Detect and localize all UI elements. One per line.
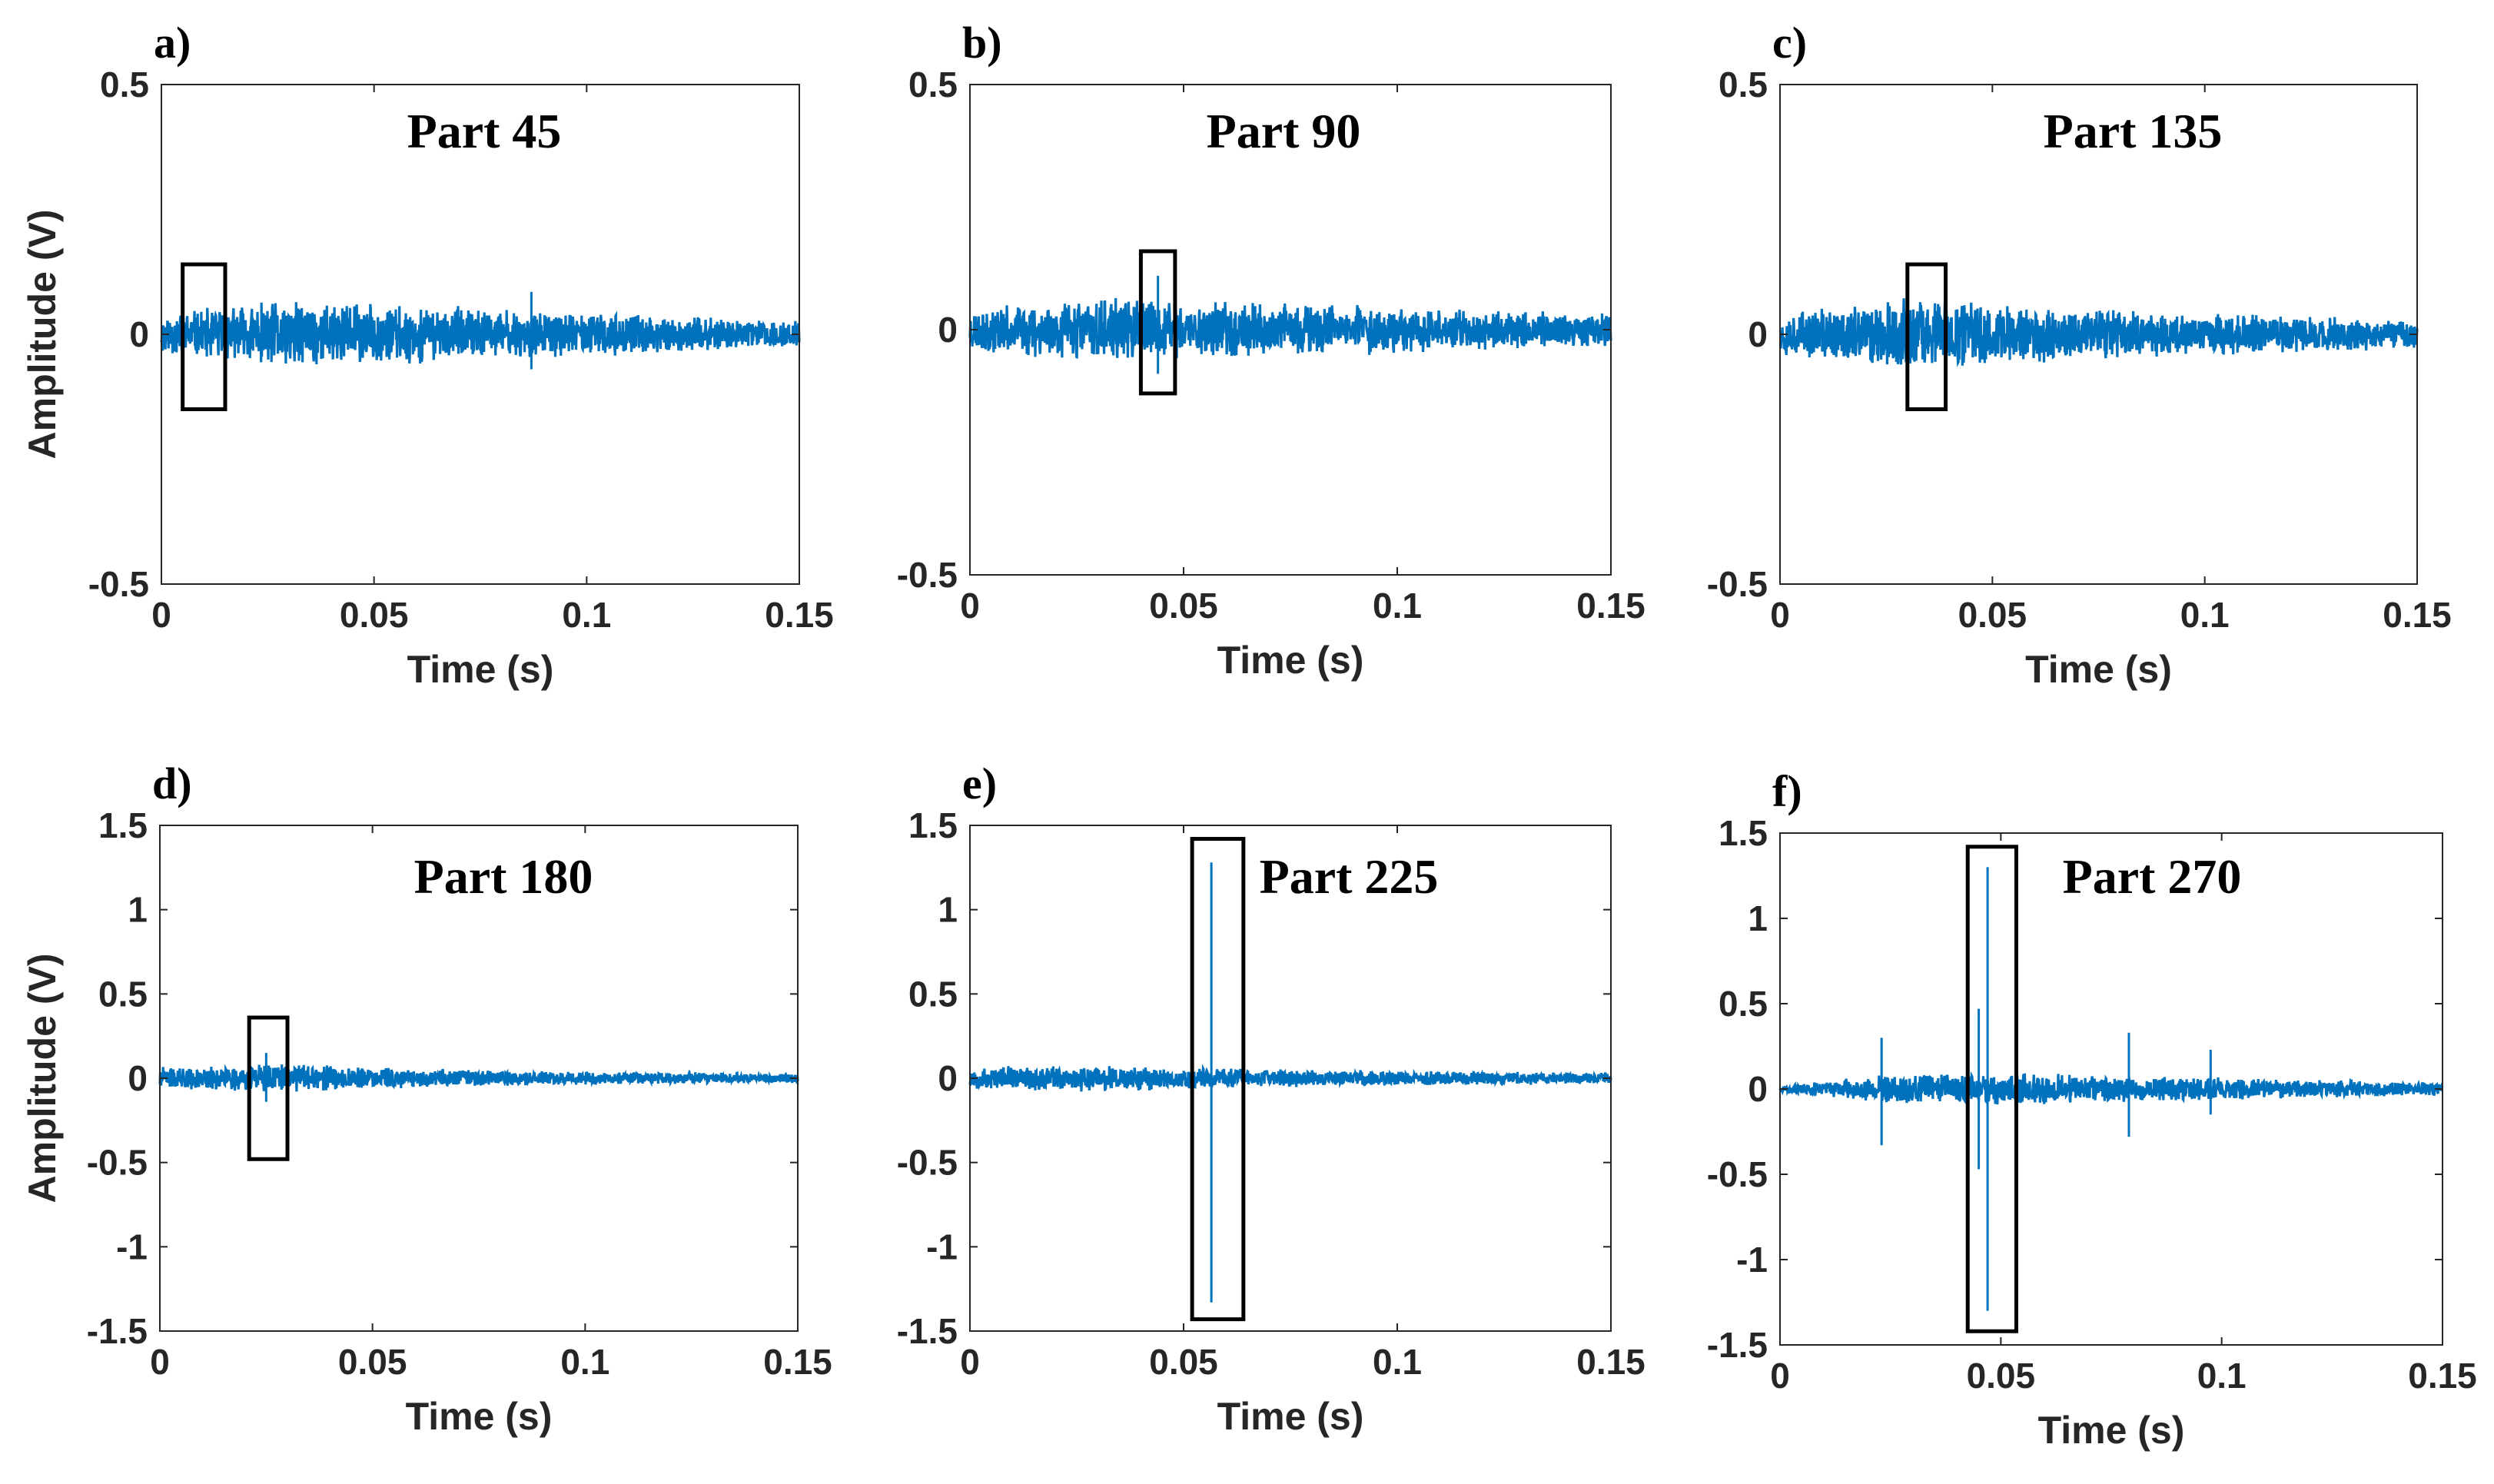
y-tick-label: -0.5 (897, 555, 958, 595)
panel-f: 0 0.05 0.1 0.15 -1.5 -1 -0.5 0 0.5 1 1.5 Time (s) f)… (1707, 766, 2477, 1452)
y-tick-label: 0 (128, 1058, 148, 1098)
x-tick-label: 0.15 (763, 1342, 832, 1382)
y-tick-label: 0.5 (908, 65, 958, 105)
panel-title: Part 90 (1207, 104, 1361, 158)
highlight-box (181, 262, 227, 411)
y-tick-label: 0.5 (98, 974, 148, 1014)
y-tick-label: 0 (1748, 314, 1768, 354)
x-tick-label: 0.15 (1576, 586, 1646, 626)
highlight-box (1190, 837, 1246, 1322)
x-tick-label: 0.05 (1149, 1342, 1218, 1382)
y-tick-label: 1 (128, 890, 148, 930)
x-tick-label: 0 (960, 1342, 980, 1382)
highlight-box (1965, 845, 2018, 1333)
x-tick-label: 0.1 (560, 1342, 609, 1382)
signal-trace (1778, 1071, 2444, 1105)
x-tick-label: 0 (150, 1342, 170, 1382)
x-tick-label: 0.1 (2180, 595, 2230, 635)
y-tick-label: -1 (1736, 1240, 1768, 1280)
y-tick-label: 1.5 (908, 805, 958, 845)
x-tick-label: 0.05 (1958, 595, 2027, 635)
y-tick-label: -0.5 (1707, 1154, 1768, 1194)
y-tick-label: 0.5 (1719, 65, 1768, 105)
panel-title: Part 270 (2063, 849, 2242, 904)
highlight-box (1905, 262, 1948, 411)
highlight-box (1138, 249, 1177, 396)
x-tick-label: 0.15 (2383, 595, 2452, 635)
x-tick-label: 0.1 (2197, 1356, 2247, 1396)
signal-trace (158, 1064, 799, 1092)
y-tick-label: -0.5 (897, 1143, 958, 1183)
y-tick-label: 0 (1748, 1069, 1768, 1109)
panel-label: d) (152, 759, 192, 808)
x-tick-label: 0.15 (1576, 1342, 1646, 1382)
highlight-box (247, 1015, 290, 1161)
signal-trace (160, 302, 801, 365)
panel-label: c) (1772, 18, 1807, 68)
x-tick-label: 0.05 (338, 1342, 407, 1382)
x-tick-label: 0.15 (2408, 1356, 2477, 1396)
panel-e: 0 0.05 0.1 0.15 -1.5 -1 -0.5 0 0.5 1 1.5 Time (s) e)… (897, 759, 1646, 1438)
x-axis-label: Time (s) (2025, 648, 2172, 691)
x-axis-label: Time (s) (1217, 639, 1364, 682)
x-tick-label: 0.05 (1149, 586, 1218, 626)
y-tick-label: 0.5 (100, 65, 149, 105)
panel-title: Part 180 (414, 849, 593, 904)
panel-title: Part 225 (1260, 849, 1439, 904)
y-tick-label: 0.5 (908, 974, 958, 1014)
x-tick-label: 0.05 (1967, 1356, 2036, 1396)
x-tick-label: 0.1 (562, 595, 611, 635)
panel-label: f) (1772, 766, 1802, 816)
y-tick-label: 1.5 (1719, 813, 1768, 853)
y-tick-label: 1.5 (98, 805, 148, 845)
y-tick-label: 0 (938, 1058, 958, 1098)
x-axis-label: Time (s) (1217, 1395, 1364, 1438)
y-tick-label: -0.5 (88, 564, 149, 604)
panel-label: b) (962, 18, 1002, 68)
y-tick-label: -1 (116, 1227, 148, 1267)
x-tick-label: 0.15 (765, 595, 834, 635)
x-axis-label: Time (s) (406, 1395, 553, 1438)
y-tick-label: -1.5 (87, 1311, 148, 1351)
panel-title: Part 135 (2044, 104, 2223, 158)
panel-label: e) (962, 759, 997, 808)
y-tick-label: -0.5 (87, 1143, 148, 1183)
y-axis-label: Amplitude (V) (21, 954, 64, 1203)
y-tick-label: 1 (1748, 898, 1768, 938)
x-tick-label: 0.05 (340, 595, 409, 635)
panel-d: 0 0.05 0.1 0.15 -1.5 -1 -0.5 0 0.5 1 1.5 Time (s) Am… (21, 759, 832, 1438)
x-tick-label: 0 (1770, 1356, 1790, 1396)
panel-title: Part 45 (407, 104, 562, 158)
y-tick-label: -1.5 (897, 1311, 958, 1351)
y-tick-label: 0.5 (1719, 984, 1768, 1024)
x-tick-label: 0 (1770, 595, 1790, 635)
signal-trace (1778, 298, 2419, 367)
y-tick-label: -1.5 (1707, 1325, 1768, 1365)
x-tick-label: 0.1 (1373, 1342, 1422, 1382)
panel-label: a) (154, 18, 191, 68)
x-axis-label: Time (s) (407, 648, 554, 691)
y-tick-label: 0 (129, 314, 149, 354)
x-axis-label: Time (s) (2038, 1409, 2185, 1452)
y-tick-label: -1 (926, 1227, 958, 1267)
x-tick-label: 0.1 (1373, 586, 1422, 626)
y-axis-label: Amplitude (V) (21, 210, 64, 460)
x-tick-label: 0 (960, 586, 980, 626)
y-tick-label: 1 (938, 890, 958, 930)
signal-trace (968, 297, 1612, 360)
signal-trace (968, 1064, 1612, 1092)
y-tick-label: -0.5 (1707, 564, 1768, 604)
x-tick-label: 0 (151, 595, 171, 635)
y-tick-label: 0 (938, 310, 958, 350)
